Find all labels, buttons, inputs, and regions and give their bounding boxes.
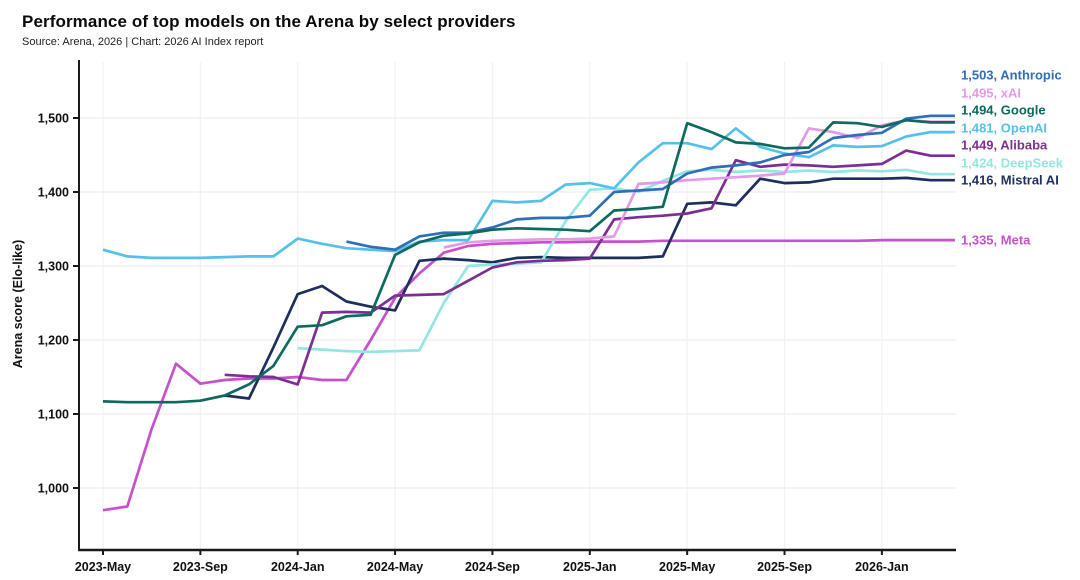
- x-tick-label: 2023-Sep: [173, 560, 228, 574]
- x-tick-label: 2024-Jan: [271, 560, 325, 574]
- series-line-deepseek: [297, 168, 955, 354]
- legend-mistral-ai: 1,416, Mistral AI: [961, 172, 1059, 188]
- legend-google: 1,494, Google: [961, 102, 1046, 118]
- chart-title: Performance of top models on the Arena b…: [22, 12, 516, 31]
- legend-openai: 1,481, OpenAI: [961, 120, 1047, 136]
- x-tick-label: 2023-May: [75, 560, 131, 574]
- legend-meta: 1,335, Meta: [961, 232, 1031, 248]
- y-tick-label: 1,100: [38, 408, 69, 422]
- series-line-openai: [102, 127, 955, 260]
- series-line-anthropic: [346, 114, 955, 252]
- series-line-meta: [102, 238, 955, 512]
- legend-value: 1,481: [961, 120, 994, 136]
- series-line-google: [102, 118, 955, 404]
- legend-value: 1,495: [961, 85, 994, 101]
- y-tick-label: 1,400: [38, 186, 69, 200]
- x-tick-label: 2025-May: [659, 560, 715, 574]
- legend-value: 1,449: [961, 137, 994, 153]
- legend-value: 1,424: [961, 155, 994, 171]
- legend-value: 1,503: [961, 67, 994, 83]
- legend-anthropic: 1,503, Anthropic: [961, 67, 1062, 83]
- y-tick-label: 1,300: [38, 260, 69, 274]
- legend-value: 1,416: [961, 172, 994, 188]
- x-tick-label: 2024-May: [367, 560, 423, 574]
- chart-subtitle: Source: Arena, 2026 | Chart: 2026 AI Ind…: [22, 36, 264, 48]
- legend-deepseek: 1,424, DeepSeek: [961, 155, 1063, 171]
- legend-value: 1,494: [961, 102, 994, 118]
- x-tick-label: 2026-Jan: [855, 560, 909, 574]
- y-tick-label: 1,500: [38, 112, 69, 126]
- y-tick-label: 1,200: [38, 334, 69, 348]
- series-line-alibaba: [224, 149, 955, 386]
- x-tick-label: 2025-Jan: [563, 560, 617, 574]
- legend-value: 1,335: [961, 232, 994, 248]
- x-tick-label: 2024-Sep: [465, 560, 520, 574]
- legend-xai: 1,495, xAI: [961, 85, 1022, 101]
- x-tick-label: 2025-Sep: [757, 560, 812, 574]
- legend-alibaba: 1,449, Alibaba: [961, 137, 1048, 153]
- series-line-xai: [443, 118, 955, 249]
- y-tick-label: 1,000: [38, 482, 69, 496]
